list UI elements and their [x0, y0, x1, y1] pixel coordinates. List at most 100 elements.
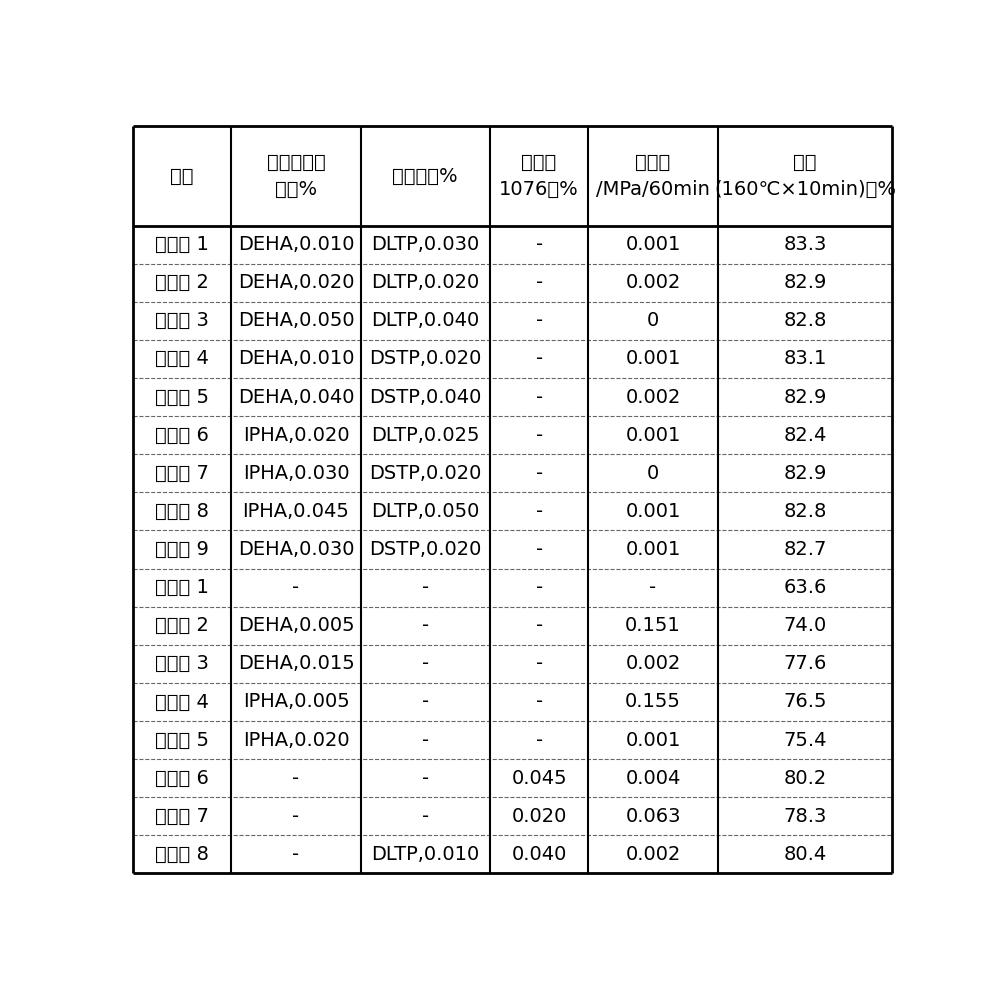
Bar: [133, 302, 231, 340]
Bar: [361, 683, 490, 721]
Text: 0.001: 0.001: [625, 426, 681, 445]
Bar: [231, 644, 361, 683]
Bar: [718, 644, 892, 683]
Text: 74.0: 74.0: [783, 616, 827, 636]
Text: 0.001: 0.001: [625, 540, 681, 559]
Bar: [133, 263, 231, 302]
Bar: [718, 607, 892, 644]
Text: -: -: [649, 578, 657, 597]
Bar: [588, 226, 718, 263]
Bar: [490, 263, 588, 302]
Bar: [231, 683, 361, 721]
Text: DEHA,0.030: DEHA,0.030: [238, 540, 354, 559]
Text: 实施例 4: 实施例 4: [155, 349, 209, 368]
Text: 83.3: 83.3: [783, 235, 827, 254]
Text: 0.040: 0.040: [511, 844, 567, 864]
Bar: [133, 759, 231, 797]
Text: DEHA,0.040: DEHA,0.040: [238, 387, 354, 407]
Text: -: -: [536, 311, 543, 331]
Bar: [490, 797, 588, 836]
Bar: [588, 492, 718, 531]
Bar: [361, 340, 490, 378]
Text: -: -: [536, 578, 543, 597]
Text: 对比例 5: 对比例 5: [155, 731, 209, 749]
Bar: [718, 340, 892, 378]
Bar: [588, 416, 718, 454]
Text: IPHA,0.020: IPHA,0.020: [243, 426, 349, 445]
Bar: [361, 416, 490, 454]
Text: 对比例 6: 对比例 6: [155, 768, 209, 788]
Bar: [133, 416, 231, 454]
Text: 0.002: 0.002: [625, 844, 681, 864]
Bar: [490, 568, 588, 607]
Bar: [588, 644, 718, 683]
Text: -: -: [422, 807, 429, 826]
Bar: [490, 416, 588, 454]
Bar: [718, 302, 892, 340]
Text: 0.001: 0.001: [625, 235, 681, 254]
Text: 0: 0: [647, 463, 659, 483]
Bar: [588, 759, 718, 797]
Text: 实施例 9: 实施例 9: [155, 540, 209, 559]
Text: DSTP,0.020: DSTP,0.020: [369, 349, 481, 368]
Text: DEHA,0.005: DEHA,0.005: [238, 616, 354, 636]
Text: 0: 0: [647, 311, 659, 331]
Bar: [588, 263, 718, 302]
Text: DLTP,0.025: DLTP,0.025: [371, 426, 479, 445]
Text: 例子: 例子: [170, 166, 194, 185]
Text: 0.004: 0.004: [625, 768, 681, 788]
Bar: [361, 568, 490, 607]
Text: -: -: [292, 768, 300, 788]
Text: 78.3: 78.3: [783, 807, 827, 826]
Bar: [133, 568, 231, 607]
Bar: [133, 454, 231, 492]
Bar: [490, 340, 588, 378]
Text: DEHA,0.015: DEHA,0.015: [238, 654, 354, 673]
Bar: [231, 454, 361, 492]
Text: 对比例 4: 对比例 4: [155, 692, 209, 712]
Text: 82.9: 82.9: [783, 273, 827, 292]
Bar: [231, 568, 361, 607]
Bar: [361, 759, 490, 797]
Text: 实施例 5: 实施例 5: [155, 387, 209, 407]
Bar: [361, 721, 490, 759]
Text: DEHA,0.010: DEHA,0.010: [238, 235, 354, 254]
Bar: [718, 416, 892, 454]
Text: 82.9: 82.9: [783, 463, 827, 483]
Bar: [231, 607, 361, 644]
Bar: [490, 721, 588, 759]
Bar: [718, 683, 892, 721]
Text: DSTP,0.020: DSTP,0.020: [369, 540, 481, 559]
Bar: [231, 416, 361, 454]
Bar: [361, 127, 490, 226]
Text: 82.9: 82.9: [783, 387, 827, 407]
Text: 对比例 8: 对比例 8: [155, 844, 209, 864]
Bar: [231, 759, 361, 797]
Text: 0.002: 0.002: [625, 654, 681, 673]
Bar: [133, 492, 231, 531]
Bar: [361, 644, 490, 683]
Text: DLTP,0.010: DLTP,0.010: [371, 844, 479, 864]
Bar: [133, 531, 231, 568]
Bar: [231, 340, 361, 378]
Bar: [133, 607, 231, 644]
Bar: [490, 644, 588, 683]
Bar: [490, 492, 588, 531]
Text: DLTP,0.030: DLTP,0.030: [371, 235, 479, 254]
Text: 0.063: 0.063: [625, 807, 681, 826]
Text: 实施例 2: 实施例 2: [155, 273, 209, 292]
Text: 76.5: 76.5: [783, 692, 827, 712]
Bar: [133, 378, 231, 416]
Text: -: -: [536, 235, 543, 254]
Bar: [490, 127, 588, 226]
Bar: [231, 797, 361, 836]
Bar: [231, 378, 361, 416]
Bar: [588, 797, 718, 836]
Text: 抗氧剂
1076，%: 抗氧剂 1076，%: [499, 153, 579, 199]
Bar: [588, 340, 718, 378]
Text: -: -: [422, 731, 429, 749]
Text: IPHA,0.020: IPHA,0.020: [243, 731, 349, 749]
Bar: [490, 836, 588, 873]
Text: -: -: [536, 731, 543, 749]
Text: -: -: [536, 273, 543, 292]
